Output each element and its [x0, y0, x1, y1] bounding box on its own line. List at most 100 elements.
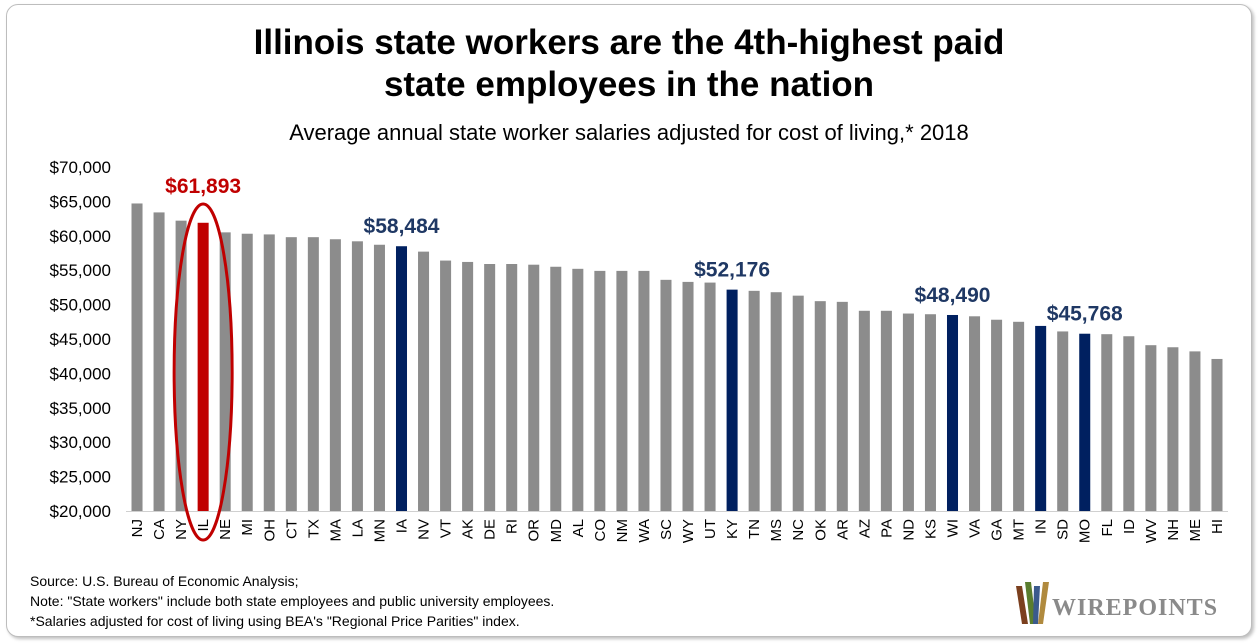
bar-ia [395, 246, 408, 511]
bar-ri [506, 264, 518, 511]
x-tick-label: IL [195, 519, 212, 532]
data-label-il: $61,893 [165, 175, 241, 198]
bar-ut [704, 282, 716, 511]
chart-title: Illinois state workers are the 4th-highe… [0, 22, 1258, 106]
bar-me [1189, 351, 1201, 511]
bar-mt [1013, 321, 1025, 511]
bar-ny [175, 220, 187, 511]
x-tick-label: NV [416, 519, 433, 540]
x-tick-label: TN [746, 519, 763, 539]
y-tick-label: $55,000 [50, 261, 111, 280]
bar-ne [219, 232, 231, 512]
y-tick-label: $45,000 [50, 330, 111, 349]
x-tick-label: MO [1077, 519, 1094, 543]
x-tick-label: WY [680, 519, 697, 543]
x-axis-labels: NJ CA NY IL NE MI OH CT TX MA LA MN IA NV VT AK DE RI OR MD… [129, 519, 1226, 543]
data-label-mo: $45,768 [1047, 303, 1123, 326]
bar-wa [638, 270, 650, 511]
bar-nc [792, 295, 804, 511]
chart-notes: Source: U.S. Bureau of Economic Analysis… [30, 571, 554, 631]
wirepoints-logo-icon [1016, 582, 1049, 624]
bar-la [351, 241, 363, 511]
bar-ms [770, 292, 782, 511]
bar-md [550, 266, 562, 511]
data-labels: $61,893 $58,484 $52,176 $48,490 $45,768 [165, 175, 1123, 326]
x-tick-label: KY [724, 519, 741, 539]
x-tick-label: AK [460, 519, 477, 539]
illinois-highlight-ellipse [172, 202, 234, 542]
x-tick-label: ID [1121, 519, 1138, 534]
x-tick-label: AL [570, 519, 587, 537]
x-tick-label: NC [790, 519, 807, 541]
bar-tx [307, 237, 319, 511]
x-tick-label: OH [261, 519, 278, 542]
x-tick-label: MA [327, 519, 344, 542]
y-tick-label: $50,000 [50, 296, 111, 315]
data-label-ky: $52,176 [694, 259, 770, 282]
bar-wv [1145, 345, 1157, 511]
title-line-2: state employees in the nation [383, 65, 875, 104]
y-tick-label: $20,000 [50, 502, 111, 521]
x-tick-label: LA [349, 519, 366, 537]
x-tick-label: MN [371, 519, 388, 542]
x-tick-label: PA [878, 519, 895, 538]
x-tick-label: UT [702, 519, 719, 539]
bar-fl [1101, 334, 1113, 511]
x-tick-label: MT [1011, 519, 1028, 541]
x-tick-label: IN [1033, 519, 1050, 534]
x-tick-label: WV [1143, 519, 1160, 543]
bar-ky [726, 289, 738, 511]
x-tick-label: KS [922, 519, 939, 539]
bar-sc [660, 279, 672, 511]
y-tick-label: $60,000 [50, 227, 111, 246]
x-tick-label: ND [900, 519, 917, 541]
bar-va [969, 316, 981, 511]
x-tick-label: VA [967, 519, 984, 538]
x-tick-label: FL [1099, 519, 1116, 537]
x-tick-label: WI [945, 519, 962, 537]
x-tick-label: SD [1055, 519, 1072, 540]
x-tick-label: MI [239, 519, 256, 536]
bar-ma [329, 239, 341, 512]
bar-wi [946, 314, 959, 511]
y-axis-ticks: $20,000 $25,000 $30,000 $35,000 $40,000 $45,0… [50, 158, 111, 521]
chart-subtitle: Average annual state worker salaries adj… [289, 120, 969, 145]
x-tick-label: MD [548, 519, 565, 542]
bar-al [572, 268, 584, 511]
x-tick-label: SC [658, 519, 675, 540]
bar-pa [880, 310, 892, 511]
x-tick-label: NY [173, 519, 190, 540]
x-tick-label: CT [283, 519, 300, 539]
bar-or [528, 264, 540, 511]
y-tick-label: $25,000 [50, 468, 111, 487]
wirepoints-logo: WIREPOINTS [1012, 578, 1242, 628]
bar-nv [418, 251, 430, 511]
bar-nh [1167, 347, 1179, 511]
x-tick-label: ME [1187, 519, 1204, 542]
x-tick-label: OK [812, 519, 829, 541]
bar-nd [902, 313, 914, 511]
adjustment-note: *Salaries adjusted for cost of living us… [30, 613, 520, 629]
x-tick-label: TX [305, 519, 322, 538]
bar-ak [462, 261, 474, 511]
data-label-ia: $58,484 [364, 215, 440, 238]
bar-id [1123, 336, 1135, 511]
bar-vt [440, 260, 452, 511]
bar-wy [682, 281, 694, 511]
x-tick-label: WA [636, 519, 653, 543]
y-tick-label: $70,000 [50, 158, 111, 177]
x-tick-label: CA [151, 519, 168, 540]
y-tick-label: $30,000 [50, 433, 111, 452]
bar-nj [131, 203, 143, 512]
bar-hi [1211, 358, 1223, 511]
bar-ar [836, 301, 848, 511]
x-tick-label: DE [482, 519, 499, 540]
bars [131, 203, 1223, 512]
data-label-wi: $48,490 [915, 284, 991, 307]
bar-az [858, 310, 870, 511]
y-tick-label: $65,000 [50, 192, 111, 211]
x-tick-label: HI [1209, 519, 1226, 534]
x-tick-label: NE [217, 519, 234, 540]
x-tick-label: NM [614, 519, 631, 542]
